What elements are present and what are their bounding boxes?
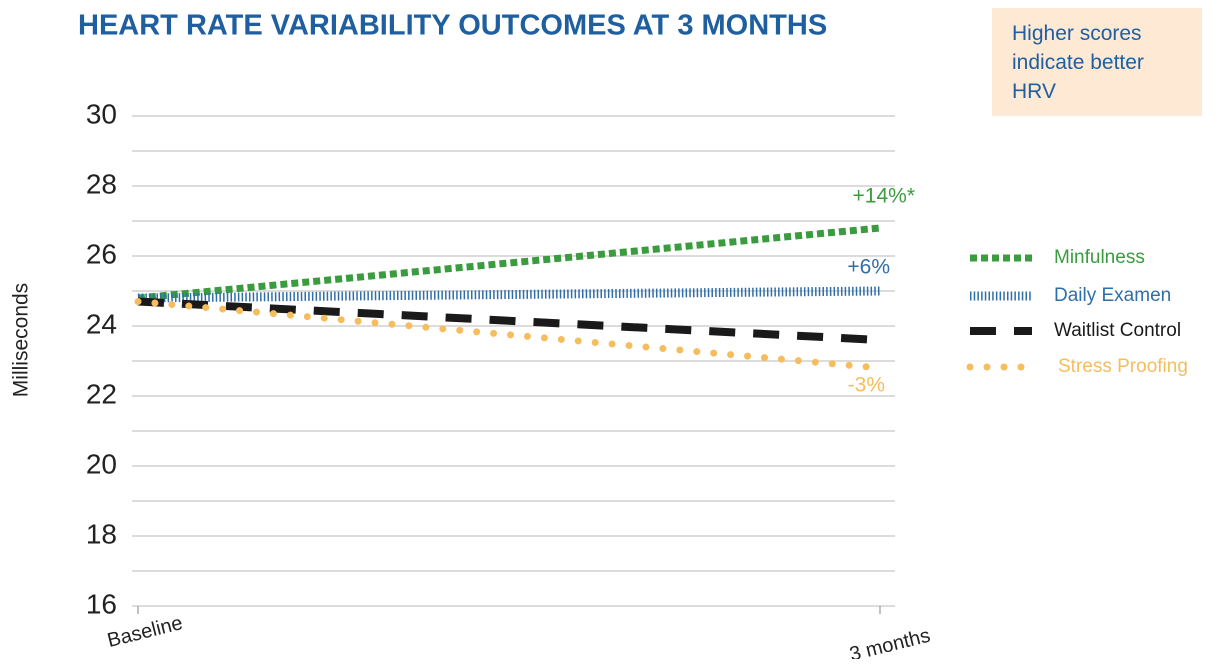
series-line [137,224,881,302]
note-box [992,8,1202,116]
legend-label: Waitlist Control [1054,320,1181,341]
y-tick-label: 22 [86,378,117,409]
y-axis-label: Milliseconds [10,283,33,397]
y-tick-label: 24 [86,308,117,339]
note-text: Higher scores indicate better HRV [1012,22,1144,103]
series-line [134,298,884,372]
annotation: -3% [848,374,885,397]
series-line [137,286,881,303]
annotation: +6% [847,256,890,279]
chart-title: HEART RATE VARIABILITY OUTCOMES AT 3 MON… [78,10,827,42]
y-tick-label: 20 [86,448,117,479]
legend-label: Minfulness [1054,247,1145,268]
legend-label: Daily Examen [1054,285,1171,306]
y-tick-label: 16 [86,588,117,619]
y-tick-label: 26 [86,238,117,269]
x-tick-label: 3 months [847,625,932,659]
legend-label: Stress Proofing [1058,356,1188,377]
series-line [137,297,881,344]
y-tick-label: 30 [86,98,117,129]
x-tick-label: Baseline [105,612,185,652]
y-tick-label: 18 [86,518,117,549]
annotation: +14%* [853,185,915,208]
y-tick-label: 28 [86,168,117,199]
